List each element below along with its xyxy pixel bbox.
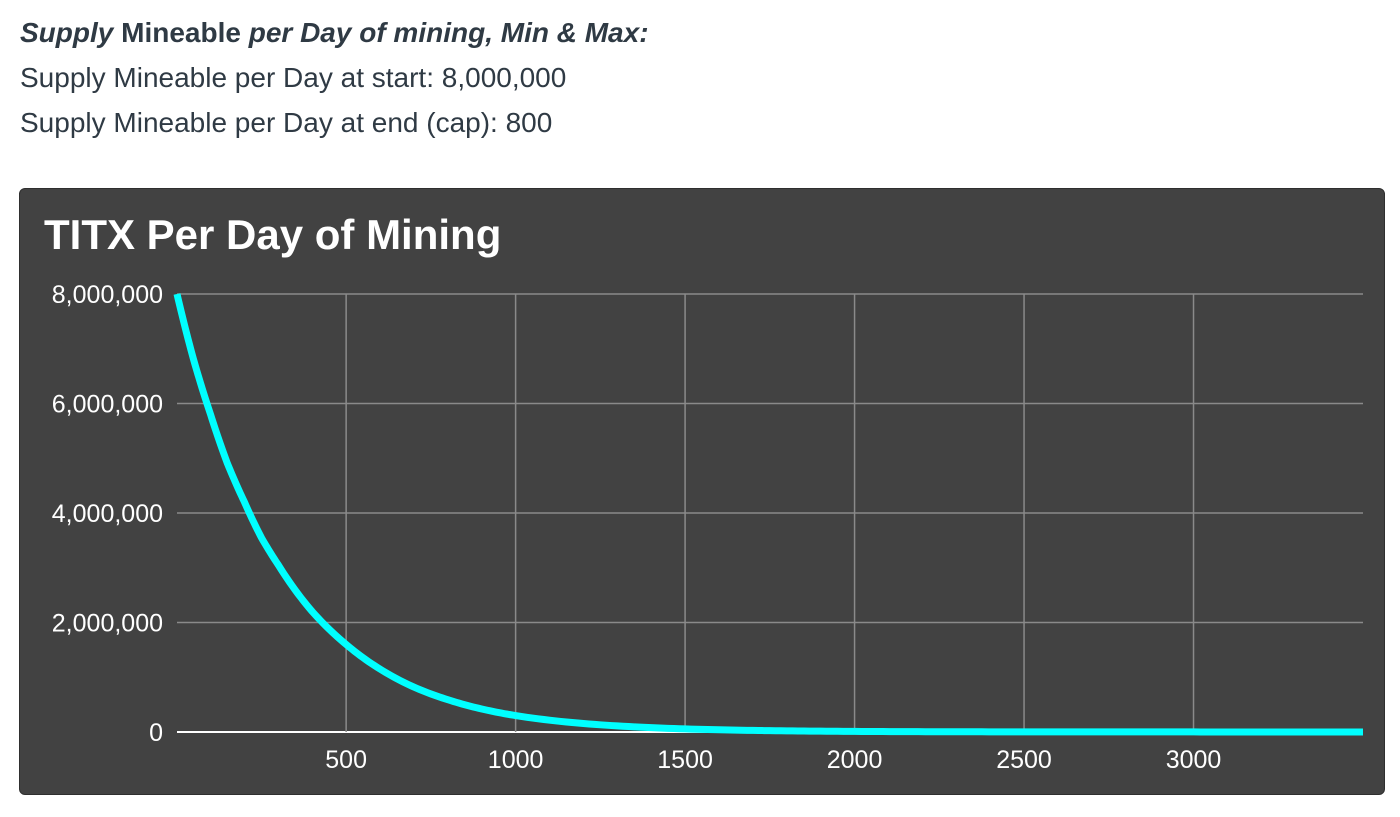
y-tick-label: 4,000,000: [52, 500, 163, 528]
grid-layer: [177, 293, 1363, 733]
chart-card: TITX Per Day of Mining 0 2,000,000 4,000,0…: [19, 188, 1385, 795]
x-tick-label: 1000: [488, 746, 544, 774]
intro-heading-italic-end: per Day of mining, Min & Max:: [248, 17, 649, 48]
x-tick-label: 2500: [996, 746, 1052, 774]
y-tick-label: 8,000,000: [52, 281, 163, 309]
intro-heading-middle: Mineable: [113, 17, 249, 48]
intro-text: Supply Mineable per Day of mining, Min &…: [20, 10, 649, 145]
tick-layer: 0 2,000,000 4,000,000 6,000,000 8,000,000 500…: [52, 281, 1222, 774]
series-line-0: [173, 293, 1363, 736]
intro-heading-italic: Supply: [20, 17, 114, 48]
supply-end-line: Supply Mineable per Day at end (cap): 80…: [20, 107, 553, 138]
titx-chart: TITX Per Day of Mining 0 2,000,000 4,000,0…: [44, 211, 1363, 774]
series-layer: [173, 293, 1363, 736]
x-tick-label: 2000: [827, 746, 883, 774]
intro-heading: Supply Mineable per Day of mining, Min &…: [20, 10, 649, 55]
y-tick-label: 6,000,000: [52, 391, 163, 419]
y-tick-label: 0: [149, 719, 163, 747]
x-tick-label: 3000: [1166, 746, 1222, 774]
x-tick-label: 1500: [657, 746, 713, 774]
chart-title: TITX Per Day of Mining: [44, 211, 501, 258]
supply-start-line: Supply Mineable per Day at start: 8,000,…: [20, 62, 567, 93]
y-tick-label: 2,000,000: [52, 610, 163, 638]
x-tick-label: 500: [325, 746, 367, 774]
